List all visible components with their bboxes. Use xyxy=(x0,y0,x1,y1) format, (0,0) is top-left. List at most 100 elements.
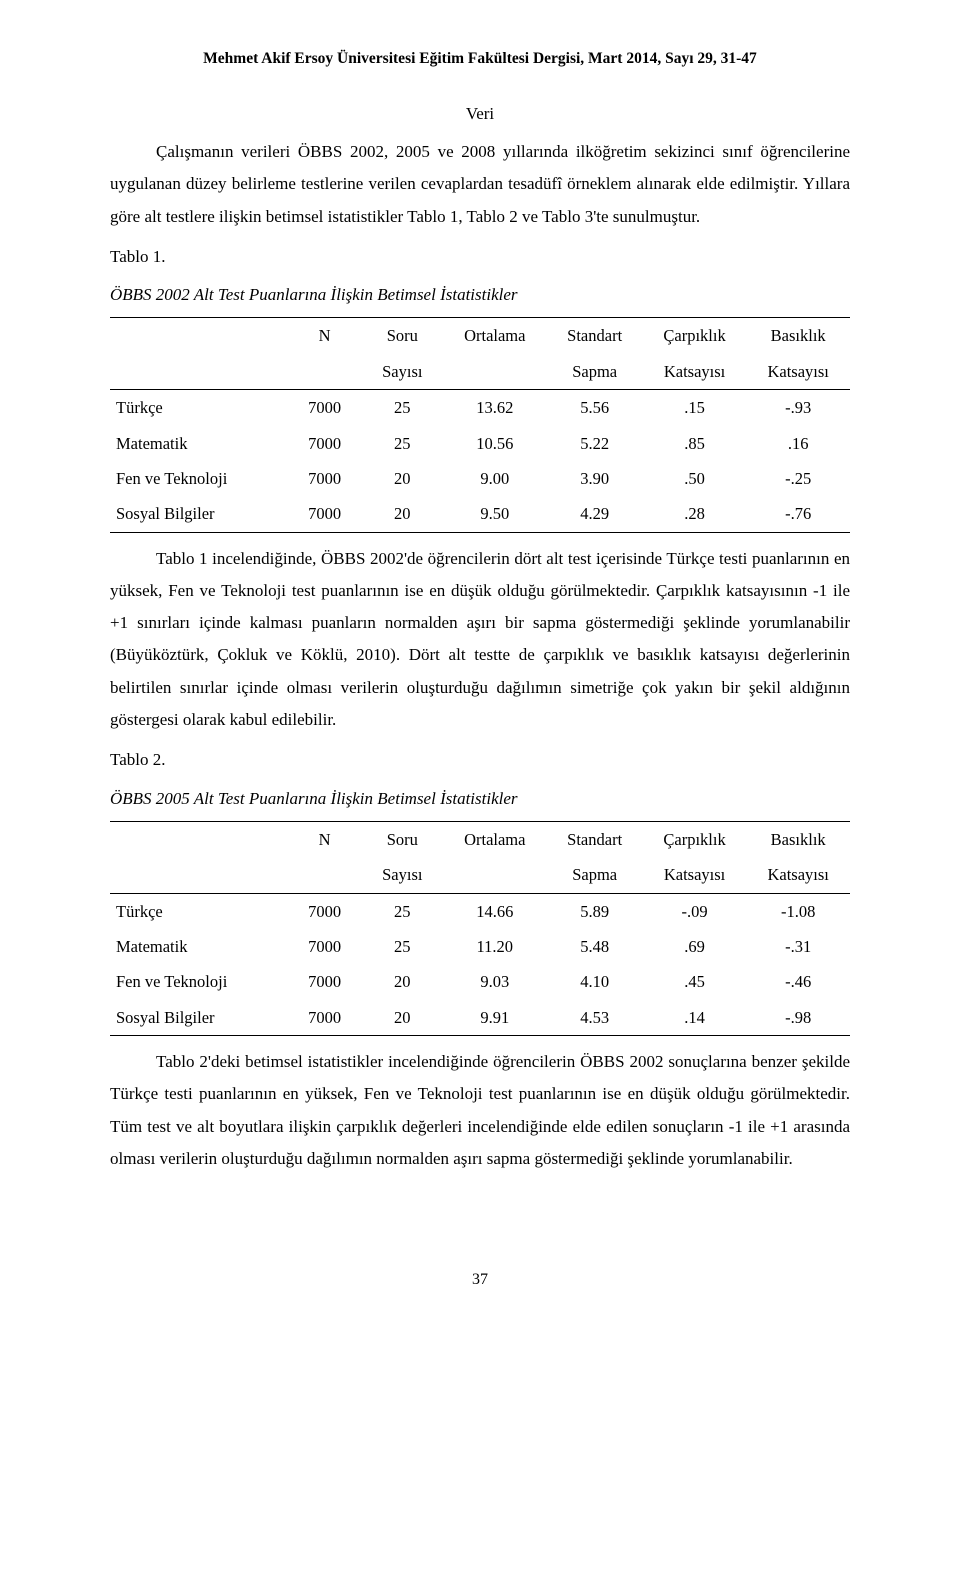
t2-r2-ort: 9.03 xyxy=(443,964,547,999)
page: Mehmet Akif Ersoy Üniversitesi Eğitim Fa… xyxy=(0,0,960,1356)
t2-r3-label: Sosyal Bilgiler xyxy=(110,1000,288,1036)
page-number: 37 xyxy=(110,1265,850,1295)
t1-r3-sap: 4.29 xyxy=(547,496,643,532)
table1-h-basiklik-1: Basıklık xyxy=(746,318,850,354)
table-row: Türkçe 7000 25 14.66 5.89 -.09 -1.08 xyxy=(110,893,850,929)
t2-r1-ort: 11.20 xyxy=(443,929,547,964)
t1-r3-bas: -.76 xyxy=(746,496,850,532)
t1-r0-soru: 25 xyxy=(362,390,443,426)
t2-r3-bas: -.98 xyxy=(746,1000,850,1036)
t2-r1-label: Matematik xyxy=(110,929,288,964)
t1-r2-bas: -.25 xyxy=(746,461,850,496)
journal-header: Mehmet Akif Ersoy Üniversitesi Eğitim Fa… xyxy=(110,48,850,70)
table-row: Sosyal Bilgiler 7000 20 9.91 4.53 .14 -.… xyxy=(110,1000,850,1036)
t2-r0-n: 7000 xyxy=(288,893,362,929)
t1-r0-car: .15 xyxy=(643,390,747,426)
section-title: Veri xyxy=(110,98,850,130)
t2-r3-sap: 4.53 xyxy=(547,1000,643,1036)
t2-r2-bas: -.46 xyxy=(746,964,850,999)
table2-h-blank2 xyxy=(110,857,288,893)
t1-r1-label: Matematik xyxy=(110,426,288,461)
t1-r0-label: Türkçe xyxy=(110,390,288,426)
table1-h-n: N xyxy=(288,318,362,354)
paragraph-intro: Çalışmanın verileri ÖBBS 2002, 2005 ve 2… xyxy=(110,136,850,233)
table2: N Soru Ortalama Standart Çarpıklık Basık… xyxy=(110,821,850,1036)
t1-r2-car: .50 xyxy=(643,461,747,496)
t2-r1-bas: -.31 xyxy=(746,929,850,964)
t1-r3-ort: 9.50 xyxy=(443,496,547,532)
t1-r0-ort: 13.62 xyxy=(443,390,547,426)
table-row: Matematik 7000 25 11.20 5.48 .69 -.31 xyxy=(110,929,850,964)
t1-r1-n: 7000 xyxy=(288,426,362,461)
t2-r2-n: 7000 xyxy=(288,964,362,999)
table-row: Fen ve Teknoloji 7000 20 9.03 4.10 .45 -… xyxy=(110,964,850,999)
table2-h-basiklik-2: Katsayısı xyxy=(746,857,850,893)
t2-r0-ort: 14.66 xyxy=(443,893,547,929)
t2-r1-n: 7000 xyxy=(288,929,362,964)
table1-h-standart-2: Sapma xyxy=(547,354,643,390)
t1-r0-bas: -.93 xyxy=(746,390,850,426)
t1-r1-sap: 5.22 xyxy=(547,426,643,461)
t1-r3-label: Sosyal Bilgiler xyxy=(110,496,288,532)
table1-label: Tablo 1. xyxy=(110,241,850,273)
table1-h-standart-1: Standart xyxy=(547,318,643,354)
table1-h-carpiklik-2: Katsayısı xyxy=(643,354,747,390)
table2-h-standart-2: Sapma xyxy=(547,857,643,893)
table1: N Soru Ortalama Standart Çarpıklık Basık… xyxy=(110,317,850,532)
table-row: Fen ve Teknoloji 7000 20 9.00 3.90 .50 -… xyxy=(110,461,850,496)
t2-r0-soru: 25 xyxy=(362,893,443,929)
t1-r1-car: .85 xyxy=(643,426,747,461)
t1-r1-bas: .16 xyxy=(746,426,850,461)
table1-h-blank xyxy=(110,318,288,354)
t1-r2-sap: 3.90 xyxy=(547,461,643,496)
table2-h-carpiklik-1: Çarpıklık xyxy=(643,821,747,857)
table1-h-n2 xyxy=(288,354,362,390)
table2-label: Tablo 2. xyxy=(110,744,850,776)
table2-h-standart-1: Standart xyxy=(547,821,643,857)
table2-h-n: N xyxy=(288,821,362,857)
t2-r0-sap: 5.89 xyxy=(547,893,643,929)
t2-r1-soru: 25 xyxy=(362,929,443,964)
paragraph-t2-discussion: Tablo 2'deki betimsel istatistikler ince… xyxy=(110,1046,850,1175)
table-row: Türkçe 7000 25 13.62 5.56 .15 -.93 xyxy=(110,390,850,426)
t2-r3-soru: 20 xyxy=(362,1000,443,1036)
t1-r2-label: Fen ve Teknoloji xyxy=(110,461,288,496)
table-row: Sosyal Bilgiler 7000 20 9.50 4.29 .28 -.… xyxy=(110,496,850,532)
t1-r2-soru: 20 xyxy=(362,461,443,496)
table2-caption: ÖBBS 2005 Alt Test Puanlarına İlişkin Be… xyxy=(110,783,850,815)
t2-r3-n: 7000 xyxy=(288,1000,362,1036)
t1-r0-sap: 5.56 xyxy=(547,390,643,426)
table1-caption: ÖBBS 2002 Alt Test Puanlarına İlişkin Be… xyxy=(110,279,850,311)
t1-r3-n: 7000 xyxy=(288,496,362,532)
t2-r0-car: -.09 xyxy=(643,893,747,929)
table1-h-basiklik-2: Katsayısı xyxy=(746,354,850,390)
table2-h-ortalama2 xyxy=(443,857,547,893)
t2-r1-car: .69 xyxy=(643,929,747,964)
t2-r3-ort: 9.91 xyxy=(443,1000,547,1036)
t2-r0-label: Türkçe xyxy=(110,893,288,929)
table1-h-ortalama: Ortalama xyxy=(443,318,547,354)
table2-h-soru-2: Sayısı xyxy=(362,857,443,893)
t1-r3-soru: 20 xyxy=(362,496,443,532)
table-row: Matematik 7000 25 10.56 5.22 .85 .16 xyxy=(110,426,850,461)
t2-r2-car: .45 xyxy=(643,964,747,999)
t1-r3-car: .28 xyxy=(643,496,747,532)
t2-r2-sap: 4.10 xyxy=(547,964,643,999)
table2-h-blank xyxy=(110,821,288,857)
table2-h-basiklik-1: Basıklık xyxy=(746,821,850,857)
table2-h-soru-1: Soru xyxy=(362,821,443,857)
t1-r2-ort: 9.00 xyxy=(443,461,547,496)
t2-r3-car: .14 xyxy=(643,1000,747,1036)
t2-r0-bas: -1.08 xyxy=(746,893,850,929)
table1-h-carpiklik-1: Çarpıklık xyxy=(643,318,747,354)
table2-h-carpiklik-2: Katsayısı xyxy=(643,857,747,893)
table1-h-soru-2: Sayısı xyxy=(362,354,443,390)
table2-h-n2 xyxy=(288,857,362,893)
paragraph-t1-discussion: Tablo 1 incelendiğinde, ÖBBS 2002'de öğr… xyxy=(110,543,850,737)
table1-h-blank2 xyxy=(110,354,288,390)
t1-r0-n: 7000 xyxy=(288,390,362,426)
table2-h-ortalama: Ortalama xyxy=(443,821,547,857)
t1-r1-soru: 25 xyxy=(362,426,443,461)
t2-r2-label: Fen ve Teknoloji xyxy=(110,964,288,999)
table1-h-ortalama2 xyxy=(443,354,547,390)
